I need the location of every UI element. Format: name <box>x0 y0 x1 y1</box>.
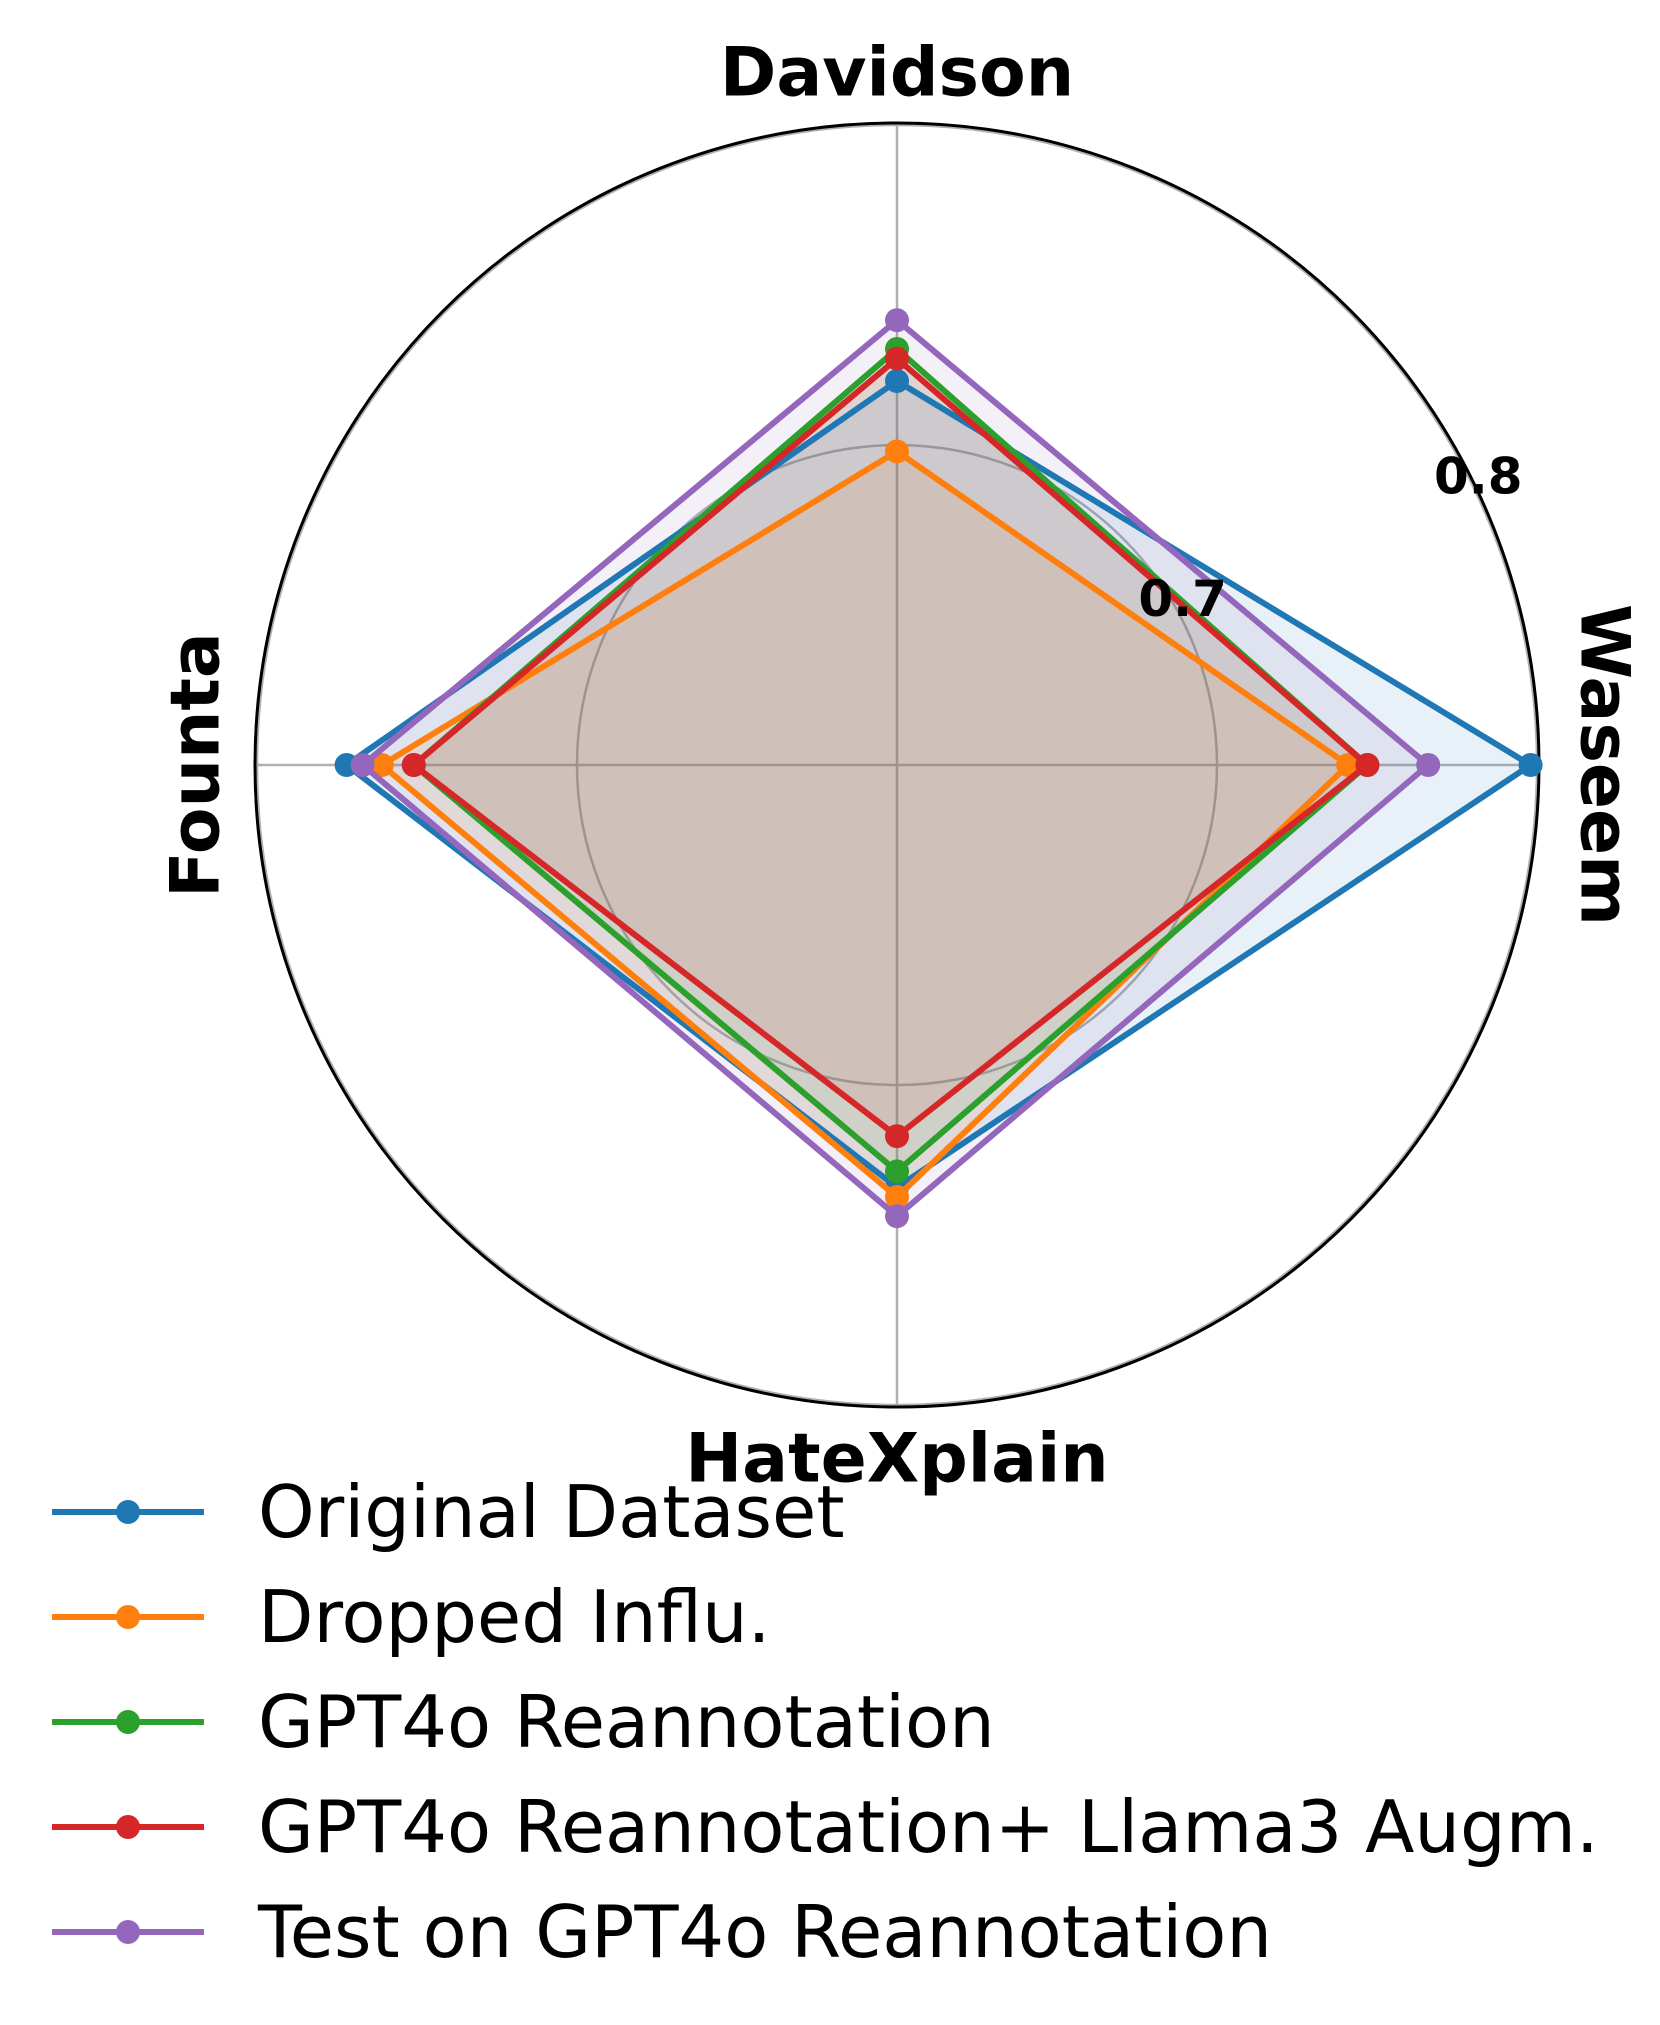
data-point <box>1416 753 1441 777</box>
legend-item: GPT4o Reannotation+ Llama3 Augm. <box>48 1775 1648 1880</box>
legend-label: GPT4o Reannotation+ Llama3 Augm. <box>258 1785 1599 1869</box>
data-point <box>885 1185 909 1209</box>
data-point <box>350 753 375 777</box>
legend-label: Test on GPT4o Reannotation <box>258 1890 1272 1974</box>
axis-label-founta: Founta <box>157 632 236 898</box>
legend-swatch <box>52 1710 204 1734</box>
legend-item: Test on GPT4o Reannotation <box>48 1880 1648 1985</box>
legend-swatch <box>52 1500 204 1524</box>
legend-label: Dropped Influ. <box>258 1575 771 1659</box>
radar-chart: 0.7 0.8 Davidson Waseem HateXplain Founta <box>157 34 1644 1499</box>
series-fill <box>381 451 1349 1197</box>
data-point <box>1336 753 1361 777</box>
legend-swatch <box>52 1815 204 1839</box>
series-fill <box>413 358 1368 1137</box>
legend-item: Dropped Influ. <box>48 1565 1648 1670</box>
data-point <box>1518 753 1543 777</box>
legend-label: GPT4o Reannotation <box>258 1680 995 1764</box>
axis-label-davidson: Davidson <box>720 34 1074 113</box>
radar-tick-labels: 0.7 0.8 <box>1138 448 1522 628</box>
data-point <box>1355 753 1380 777</box>
legend-swatch <box>52 1605 204 1629</box>
data-point <box>885 1124 909 1149</box>
r-tick-label: 0.7 <box>1138 570 1227 628</box>
legend-item: Original Dataset <box>48 1460 1648 1565</box>
axis-label-hatexplain: HateXplain <box>685 1420 1108 1499</box>
legend-swatch <box>52 1920 204 1944</box>
data-point <box>885 1204 909 1229</box>
r-tick-label: 0.8 <box>1434 448 1523 506</box>
data-point <box>885 346 909 371</box>
data-point <box>885 308 909 333</box>
legend-label: Original Dataset <box>258 1470 845 1554</box>
legend: Original Dataset Dropped Influ. GPT4o Rean… <box>48 1460 1648 1985</box>
radar-series <box>334 308 1543 1229</box>
axis-label-waseem: Waseem <box>1564 604 1643 926</box>
data-point <box>885 1159 909 1184</box>
legend-item: GPT4o Reannotation <box>48 1670 1648 1775</box>
radar-axis-labels: Davidson Waseem HateXplain Founta <box>157 34 1644 1499</box>
data-point <box>885 439 909 464</box>
data-point <box>369 753 394 777</box>
data-point <box>885 369 909 393</box>
data-point <box>401 753 426 777</box>
